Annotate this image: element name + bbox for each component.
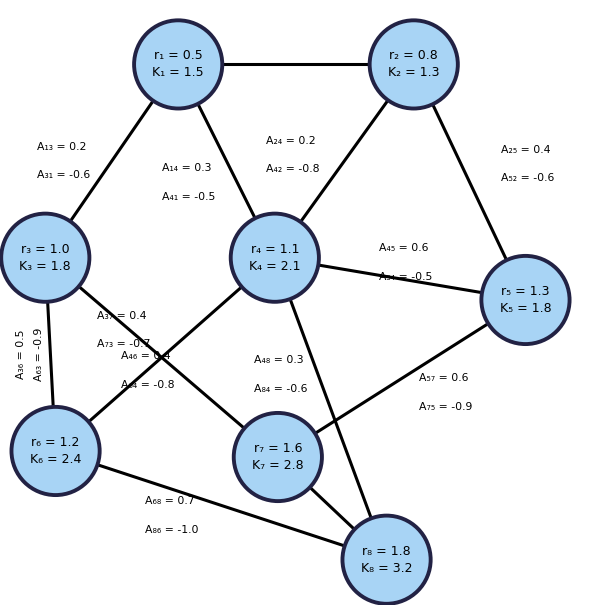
Text: r₂ = 0.8
K₂ = 1.3: r₂ = 0.8 K₂ = 1.3 (388, 50, 440, 79)
Text: r₅ = 1.3
K₅ = 1.8: r₅ = 1.3 K₅ = 1.8 (500, 285, 551, 315)
Text: A₇₅ = -0.9: A₇₅ = -0.9 (419, 402, 472, 411)
Circle shape (134, 21, 222, 108)
Circle shape (1, 213, 89, 302)
Text: A₂₄ = 0.2: A₂₄ = 0.2 (266, 136, 315, 145)
Text: A₃₁ = -0.6: A₃₁ = -0.6 (37, 170, 91, 181)
Text: A₄₆ = 0.4: A₄₆ = 0.4 (121, 351, 170, 361)
Circle shape (342, 516, 431, 604)
Text: r₃ = 1.0
K₃ = 1.8: r₃ = 1.0 K₃ = 1.8 (19, 242, 71, 273)
Circle shape (481, 256, 570, 344)
Text: A₄₅ = 0.6: A₄₅ = 0.6 (379, 243, 429, 253)
Circle shape (231, 213, 319, 302)
Circle shape (11, 407, 100, 495)
Text: A₆₃ = -0.9: A₆₃ = -0.9 (34, 328, 44, 381)
Text: A₅₇ = 0.6: A₅₇ = 0.6 (419, 373, 468, 383)
Text: A₇₃ = -0.7: A₇₃ = -0.7 (97, 339, 150, 350)
Text: r₄ = 1.1
K₄ = 2.1: r₄ = 1.1 K₄ = 2.1 (249, 242, 301, 273)
Text: A₆₄ = -0.8: A₆₄ = -0.8 (121, 380, 175, 390)
Text: A₆₈ = 0.7: A₆₈ = 0.7 (145, 496, 194, 506)
Text: A₅₂ = -0.6: A₅₂ = -0.6 (501, 173, 554, 184)
Text: A₈₄ = -0.6: A₈₄ = -0.6 (254, 384, 307, 393)
Circle shape (370, 21, 458, 108)
Text: r₈ = 1.8
K₈ = 3.2: r₈ = 1.8 K₈ = 3.2 (361, 545, 413, 574)
Text: r₆ = 1.2
K₆ = 2.4: r₆ = 1.2 K₆ = 2.4 (30, 436, 82, 466)
Text: A₄₈ = 0.3: A₄₈ = 0.3 (254, 355, 303, 365)
Text: r₇ = 1.6
K₇ = 2.8: r₇ = 1.6 K₇ = 2.8 (252, 442, 304, 472)
Text: A₅₄ = -0.5: A₅₄ = -0.5 (379, 272, 432, 282)
Text: A₃₆ = 0.5: A₃₆ = 0.5 (16, 330, 26, 379)
Text: r₁ = 0.5
K₁ = 1.5: r₁ = 0.5 K₁ = 1.5 (152, 50, 204, 79)
Text: A₁₃ = 0.2: A₁₃ = 0.2 (37, 142, 87, 152)
Text: A₄₁ = -0.5: A₄₁ = -0.5 (162, 191, 215, 202)
Text: A₄₂ = -0.8: A₄₂ = -0.8 (266, 164, 320, 175)
Text: A₈₆ = -1.0: A₈₆ = -1.0 (145, 525, 199, 535)
Text: A₂₅ = 0.4: A₂₅ = 0.4 (501, 145, 551, 155)
Circle shape (234, 413, 322, 501)
Text: A₁₄ = 0.3: A₁₄ = 0.3 (162, 163, 211, 173)
Text: A₃₇ = 0.4: A₃₇ = 0.4 (97, 311, 146, 321)
